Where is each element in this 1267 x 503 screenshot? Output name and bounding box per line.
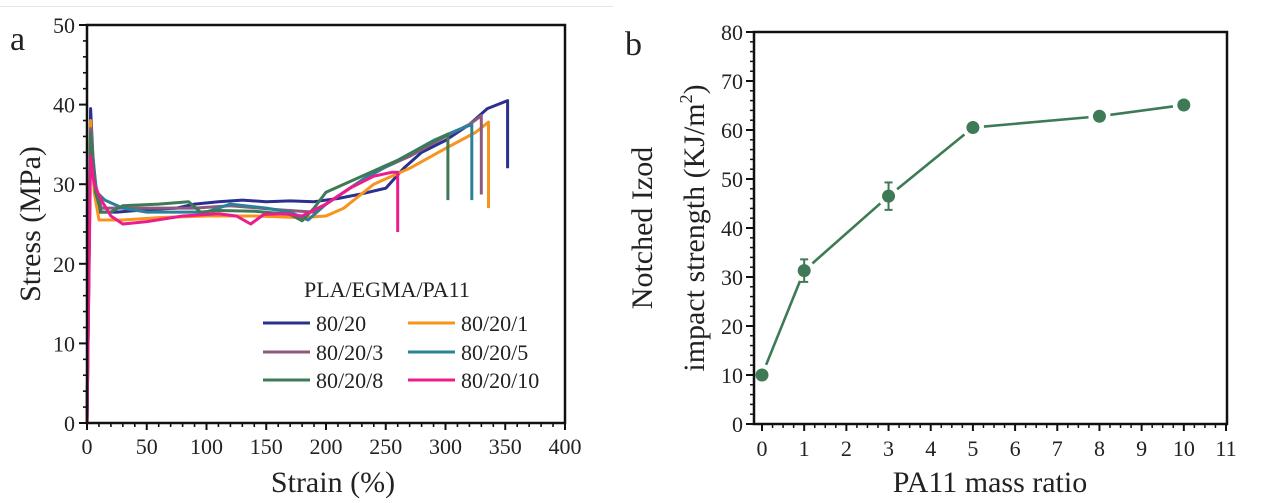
x-tick-label: 350 [489,434,522,459]
x-tick-label: 11 [1215,436,1236,461]
x-tick-label: 10 [1173,436,1195,461]
series-segment [896,133,966,191]
x-tick-label: 3 [883,436,894,461]
series-segment [811,202,882,265]
chart-a-stress-strain: a 0 50 100 150 200 250 300 350 400 0 10 20 30 40 50 St… [10,13,582,499]
series-segment [764,280,802,366]
x-tick-label: 4 [925,436,936,461]
y-tick-label: 10 [721,363,743,388]
y-tick-label: 30 [53,172,75,197]
x-tick-label: 8 [1094,436,1105,461]
y-tick-label: 20 [721,314,743,339]
y-tick-label: 40 [721,216,743,241]
chart-b-ylabel-line1: Notched Izod [626,147,659,309]
x-tick-label: 50 [136,434,158,459]
x-tick-label: 0 [82,434,93,459]
y-tick-label: 80 [721,20,743,45]
legend-label: 80/20/1 [461,311,528,336]
series-segment [983,115,1089,128]
series-line-80-20-5 [85,123,474,424]
legend-label: 80/20/5 [461,340,528,365]
y-tick-label: 50 [53,13,75,38]
chart-a-xlabel: Strain (%) [271,466,395,499]
legend-label: 80/20/8 [316,368,383,393]
series-line-80-20-8 [85,131,450,424]
data-point-marker [966,121,980,135]
y-tick-label: 20 [53,252,75,277]
y-tick-label: 60 [721,118,743,143]
chart-a-ylabel: Stress (MPa) [14,146,47,302]
x-tick-label: 100 [190,434,223,459]
x-tick-label: 9 [1136,436,1147,461]
y-tick-label: 10 [53,331,75,356]
data-point-marker [1092,109,1106,123]
x-tick-label: 7 [1052,436,1063,461]
series-line-80-20-10 [85,154,400,424]
x-tick-label: 300 [429,434,462,459]
panel-label-a: a [10,21,25,58]
panel-label-b: b [625,26,642,63]
x-tick-label: 0 [757,436,768,461]
series-segment [1110,105,1174,117]
top-divider-line [0,6,613,7]
data-point-marker [882,189,896,203]
chart-b-frame [752,30,1229,426]
chart-b-plot-area: 0 1 2 3 4 5 6 7 8 9 10 11 0 10 20 30 40 50 60 70 80 [721,20,1237,461]
x-tick-label: 5 [967,436,978,461]
y-tick-label: 30 [721,265,743,290]
ylabel-close: ) [678,84,711,94]
chart-a-plot-area: 0 50 100 150 200 250 300 350 400 0 10 20 30 40 50 [53,13,582,459]
chart-b-ylabel-line2: impact strength (KJ/m2) [676,84,711,371]
y-tick-label: 0 [732,412,743,437]
chart-b-xlabel: PA11 mass ratio [893,466,1087,499]
data-point-marker [797,264,811,278]
x-tick-label: 2 [841,436,852,461]
x-tick-label: 250 [369,434,402,459]
y-tick-label: 40 [53,93,75,118]
y-tick-label: 70 [721,69,743,94]
y-tick-label: 0 [64,411,75,436]
x-tick-label: 6 [1010,436,1021,461]
series-line-80-20-1 [85,119,490,424]
legend-label: 80/20 [316,311,366,336]
chart-a-legend: PLA/EGMA/PA11 80/20 80/20/1 80/20/3 80/20/5… [263,277,539,393]
x-tick-label: 200 [310,434,343,459]
y-tick-label: 50 [721,167,743,192]
x-tick-label: 1 [799,436,810,461]
ylabel-main: impact strength (KJ/m [678,103,711,371]
data-point-marker [755,368,769,382]
legend-label: 80/20/10 [461,368,539,393]
legend-label: 80/20/3 [316,340,383,365]
data-point-marker [1177,98,1191,112]
legend-title: PLA/EGMA/PA11 [304,277,470,302]
ylabel-superscript: 2 [676,94,696,103]
x-tick-label: 400 [549,434,582,459]
x-tick-label: 150 [250,434,283,459]
